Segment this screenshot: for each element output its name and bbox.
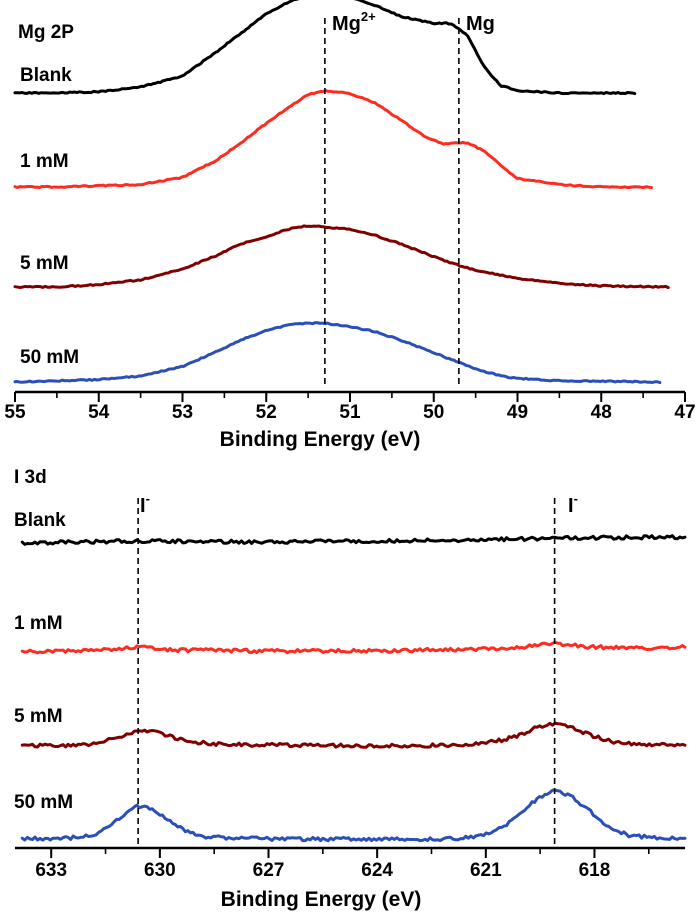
mg-2p-series-label-5mm: 5 mM xyxy=(20,253,69,274)
mg-2p-reference-lines: Mg2+ Mg xyxy=(325,9,495,385)
i-3d-series-label-5mm: 5 mM xyxy=(14,706,63,727)
i-3d-reference-label-1: I- xyxy=(140,491,150,517)
i-3d-reference-lines: I- I- xyxy=(138,491,578,848)
mg-2p-tick-label: 51 xyxy=(339,402,361,423)
i-3d-curve-5-mm xyxy=(22,723,685,747)
i-3d-reference-label-2: I- xyxy=(568,491,578,517)
i-3d-tick-label: 627 xyxy=(253,860,285,881)
mg-2p-tick-label: 49 xyxy=(507,402,528,423)
mg-2p-curve-1-mm xyxy=(15,91,652,188)
mg-2p-curves xyxy=(15,0,668,383)
i-3d-tick-label: 624 xyxy=(361,860,393,881)
i-3d-tick-label: 621 xyxy=(470,860,502,881)
mg-2p-reference-label-1: Mg2+ xyxy=(332,9,376,35)
i-3d-curve-blank xyxy=(22,536,685,545)
i-3d-series-label-1mm: 1 mM xyxy=(14,613,63,634)
mg-2p-x-axis-title: Binding Energy (eV) xyxy=(220,428,421,451)
mg-2p-tick-label: 53 xyxy=(172,402,193,423)
mg-2p-tick-label: 52 xyxy=(256,402,277,423)
i-3d-tick-label: 630 xyxy=(144,860,176,881)
i-3d-curves xyxy=(22,536,685,841)
i-3d-curve-50-mm xyxy=(22,790,685,841)
mg-2p-panel: Mg2+ Mg 55 54 53 52 51 50 49 48 47 Mg 2P Binding … xyxy=(4,0,695,451)
i-3d-tick-label: 633 xyxy=(35,860,67,881)
i-3d-curve-1-mm xyxy=(22,642,685,653)
mg-2p-tick-label: 48 xyxy=(591,402,612,423)
mg-2p-series-label-blank: Blank xyxy=(20,65,72,86)
mg-2p-series-label-1mm: 1 mM xyxy=(20,151,69,172)
i-3d-series-label-blank: Blank xyxy=(14,510,66,531)
i-3d-x-ticks: 633 630 627 624 621 618 xyxy=(35,848,648,881)
mg-2p-curve-50-mm xyxy=(15,323,660,383)
i-3d-panel: I- I- 633 630 627 624 621 618 I 3d Binding Ene… xyxy=(14,467,685,911)
mg-2p-curve-5-mm xyxy=(15,226,668,288)
i-3d-panel-title: I 3d xyxy=(14,467,47,488)
mg-2p-series-label-50mm: 50 mM xyxy=(20,347,79,368)
mg-2p-reference-label-2: Mg xyxy=(466,13,495,35)
i-3d-x-axis-title: Binding Energy (eV) xyxy=(221,888,422,911)
i-3d-series-label-50mm: 50 mM xyxy=(14,792,73,813)
mg-2p-tick-label: 47 xyxy=(674,402,695,423)
i-3d-tick-label: 618 xyxy=(579,860,611,881)
mg-2p-tick-label: 54 xyxy=(88,402,110,423)
xps-figure: Mg2+ Mg 55 54 53 52 51 50 49 48 47 Mg 2P Binding … xyxy=(0,0,700,918)
mg-2p-panel-title: Mg 2P xyxy=(18,22,74,43)
mg-2p-x-ticks: 55 54 53 52 51 50 49 48 47 xyxy=(4,392,695,423)
mg-2p-tick-label: 55 xyxy=(4,402,26,423)
mg-2p-tick-label: 50 xyxy=(423,402,444,423)
